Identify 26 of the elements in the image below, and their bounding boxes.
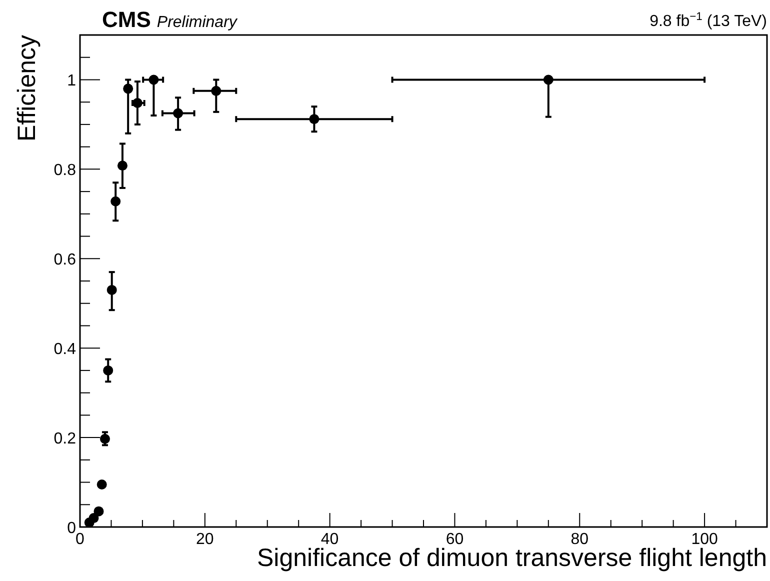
chart-title: CMS xyxy=(102,7,151,32)
point xyxy=(94,506,104,516)
chart-subtitle: Preliminary xyxy=(156,14,238,31)
point xyxy=(96,480,107,490)
point xyxy=(148,74,159,85)
y-tick-label: 0 xyxy=(67,520,76,537)
point xyxy=(117,160,128,171)
point xyxy=(543,74,554,85)
point xyxy=(132,98,142,108)
y-tick-label: 1 xyxy=(67,72,76,90)
text: 9.8 fb$^{−1}$ (13 TeV) xyxy=(650,11,767,30)
y-tick-label: 0.2 xyxy=(54,430,76,448)
point xyxy=(211,86,222,96)
point xyxy=(173,108,184,118)
point xyxy=(309,114,320,124)
point xyxy=(103,365,114,376)
point xyxy=(88,513,99,524)
y-axis-title: Efficiency xyxy=(13,34,41,142)
x-tick-label: 20 xyxy=(196,531,214,548)
y-tick-label: 0.6 xyxy=(54,252,76,269)
point xyxy=(123,84,134,94)
point xyxy=(106,284,117,295)
y-tick-label: 0.8 xyxy=(54,162,76,180)
y-tick-label: 0.4 xyxy=(54,341,76,358)
point xyxy=(100,434,110,444)
point xyxy=(110,196,121,206)
